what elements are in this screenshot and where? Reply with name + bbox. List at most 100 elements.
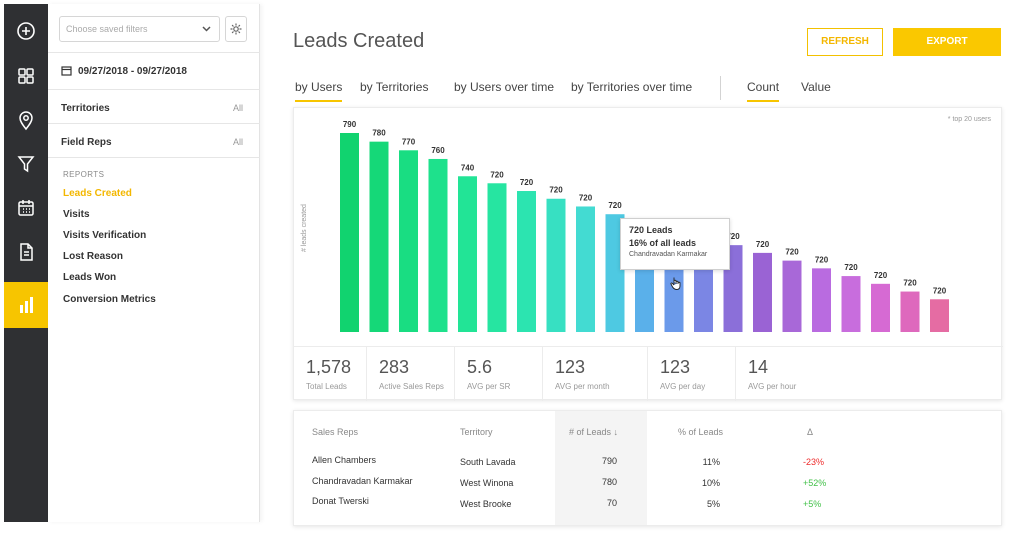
chart-bar[interactable] [605,214,625,332]
territories-value: All [232,103,243,113]
stat-label: AVG per day [660,382,706,391]
tooltip-percent: 16% of all leads [629,238,697,248]
bar-tooltip: 720 Leads 16% of all leads Chandravadan … [620,218,730,270]
bar-value-label: 720 [815,255,829,264]
bar-value-label: 720 [933,286,947,295]
top-users-note: * top 20 users [947,116,991,123]
stat-total-leads: 1,578 Total Leads [294,347,367,401]
bar-value-label: 720 [903,279,917,288]
report-visits[interactable]: Visits [63,209,90,220]
map-pin-icon[interactable] [4,100,48,140]
col-num-leads[interactable]: # of Leads ↓ [569,427,619,437]
territories-filter[interactable]: Territories All [48,90,260,124]
chart-bar[interactable] [546,198,566,332]
bar-value-label: 720 [785,248,799,257]
stat-label: Total Leads [306,382,347,391]
report-lost-reason[interactable]: Lost Reason [63,251,124,262]
chart-bar[interactable] [812,268,831,332]
chart-bar[interactable] [428,158,448,332]
stat-avg-per-sr: 5.6 AVG per SR [455,347,543,401]
field-reps-filter[interactable]: Field Reps All [48,124,260,158]
gear-icon [230,23,242,35]
row-3-leads: 70 [606,498,617,508]
tab-by-users[interactable]: by Users [295,80,343,102]
row-1-delta: -23% [803,457,825,467]
chart-bar[interactable] [782,260,802,332]
stat-value: 283 [379,357,410,377]
row-1-territory: South Lavada [460,457,516,467]
stat-avg-per-day: 123 AVG per day [648,347,736,401]
chart-bar[interactable] [369,141,389,332]
chart-bar[interactable] [871,283,890,332]
reports-heading: REPORTS [63,170,105,179]
calendar-icon[interactable] [4,188,48,228]
tooltip-user: Chandravadan Karmakar [629,251,708,258]
col-territory[interactable]: Territory [460,427,493,437]
row-2-pct: 10% [701,478,720,488]
icon-sidebar [4,4,48,522]
stat-value: 14 [748,357,769,377]
filter-icon[interactable] [4,144,48,184]
leads-table: Sales Reps Territory # of Leads ↓ % of L… [293,410,1002,526]
bar-value-label: 790 [343,120,357,129]
add-circle-icon[interactable] [4,11,48,51]
col-pct-leads[interactable]: % of Leads [678,427,724,437]
report-leads-created[interactable]: Leads Created [63,188,132,199]
row-1-leads: 790 [601,456,617,466]
bar-value-label: 760 [431,146,445,155]
tab-by-territories-over-time[interactable]: by Territories over time [571,80,693,94]
tab-by-territories[interactable]: by Territories [360,80,429,94]
chart-bar[interactable] [753,252,772,332]
bar-value-label: 740 [461,163,475,172]
bar-value-label: 720 [726,232,740,241]
hand-cursor-icon [670,277,681,290]
row-2-leads: 780 [601,477,617,487]
report-leads-won[interactable]: Leads Won [63,272,117,283]
col-delta[interactable]: Δ [807,427,814,437]
bar-value-label: 720 [520,178,534,187]
chart-bar[interactable] [900,291,920,332]
summary-stats: 1,578 Total Leads 283 Active Sales Reps … [294,346,1003,401]
field-reps-label: Field Reps [61,137,112,148]
bar-value-label: 770 [402,137,416,146]
tab-value[interactable]: Value [801,80,831,94]
filter-settings-button[interactable] [225,16,247,42]
report-visits-verification[interactable]: Visits Verification [63,230,147,241]
chart-bar[interactable] [841,276,861,332]
date-range-picker[interactable]: 09/27/2018 - 09/27/2018 [48,52,260,90]
territories-label: Territories [61,103,110,114]
stat-active-sales-reps: 283 Active Sales Reps [367,347,455,401]
saved-filters-select[interactable]: Choose saved filters [59,16,220,42]
export-button[interactable]: EXPORT [893,28,1001,56]
tooltip-leads: 720 Leads [629,225,673,235]
report-conversion-metrics[interactable]: Conversion Metrics [63,294,156,305]
chart-bar[interactable] [458,176,477,332]
chart-bar[interactable] [930,299,949,332]
chart-bar[interactable] [517,191,536,332]
row-3-territory: West Brooke [460,499,512,509]
chart-bar[interactable] [487,183,507,332]
sorted-column-highlight [555,411,647,525]
bar-value-label: 780 [372,129,386,138]
chart-bar[interactable] [399,150,418,332]
page-title: Leads Created [293,30,425,52]
document-icon[interactable] [4,232,48,272]
stat-value: 123 [555,357,586,377]
chart-card: # leads created 790 780 770 760 740 720 720 720… [293,107,1003,401]
stat-avg-per-month: 123 AVG per month [543,347,648,401]
tab-count[interactable]: Count [747,80,780,102]
row-1-rep: Allen Chambers [312,455,377,465]
dashboard-grid-icon[interactable] [4,56,48,96]
stat-label: AVG per hour [748,382,797,391]
tab-by-users-over-time[interactable]: by Users over time [454,80,555,94]
refresh-button[interactable]: REFRESH [807,28,883,56]
reports-chart-icon[interactable] [4,282,48,328]
chart-bar[interactable] [340,133,359,332]
filter-panel: Choose saved filters 09/27/2018 - 09/27/… [48,4,260,522]
row-2-territory: West Winona [460,478,514,488]
chart-bar[interactable] [576,206,595,332]
y-axis-label: # leads created [301,204,308,252]
row-2-delta: +52% [803,478,827,488]
col-sales-reps[interactable]: Sales Reps [312,427,359,437]
stat-avg-per-hour: 14 AVG per hour [736,347,1003,401]
